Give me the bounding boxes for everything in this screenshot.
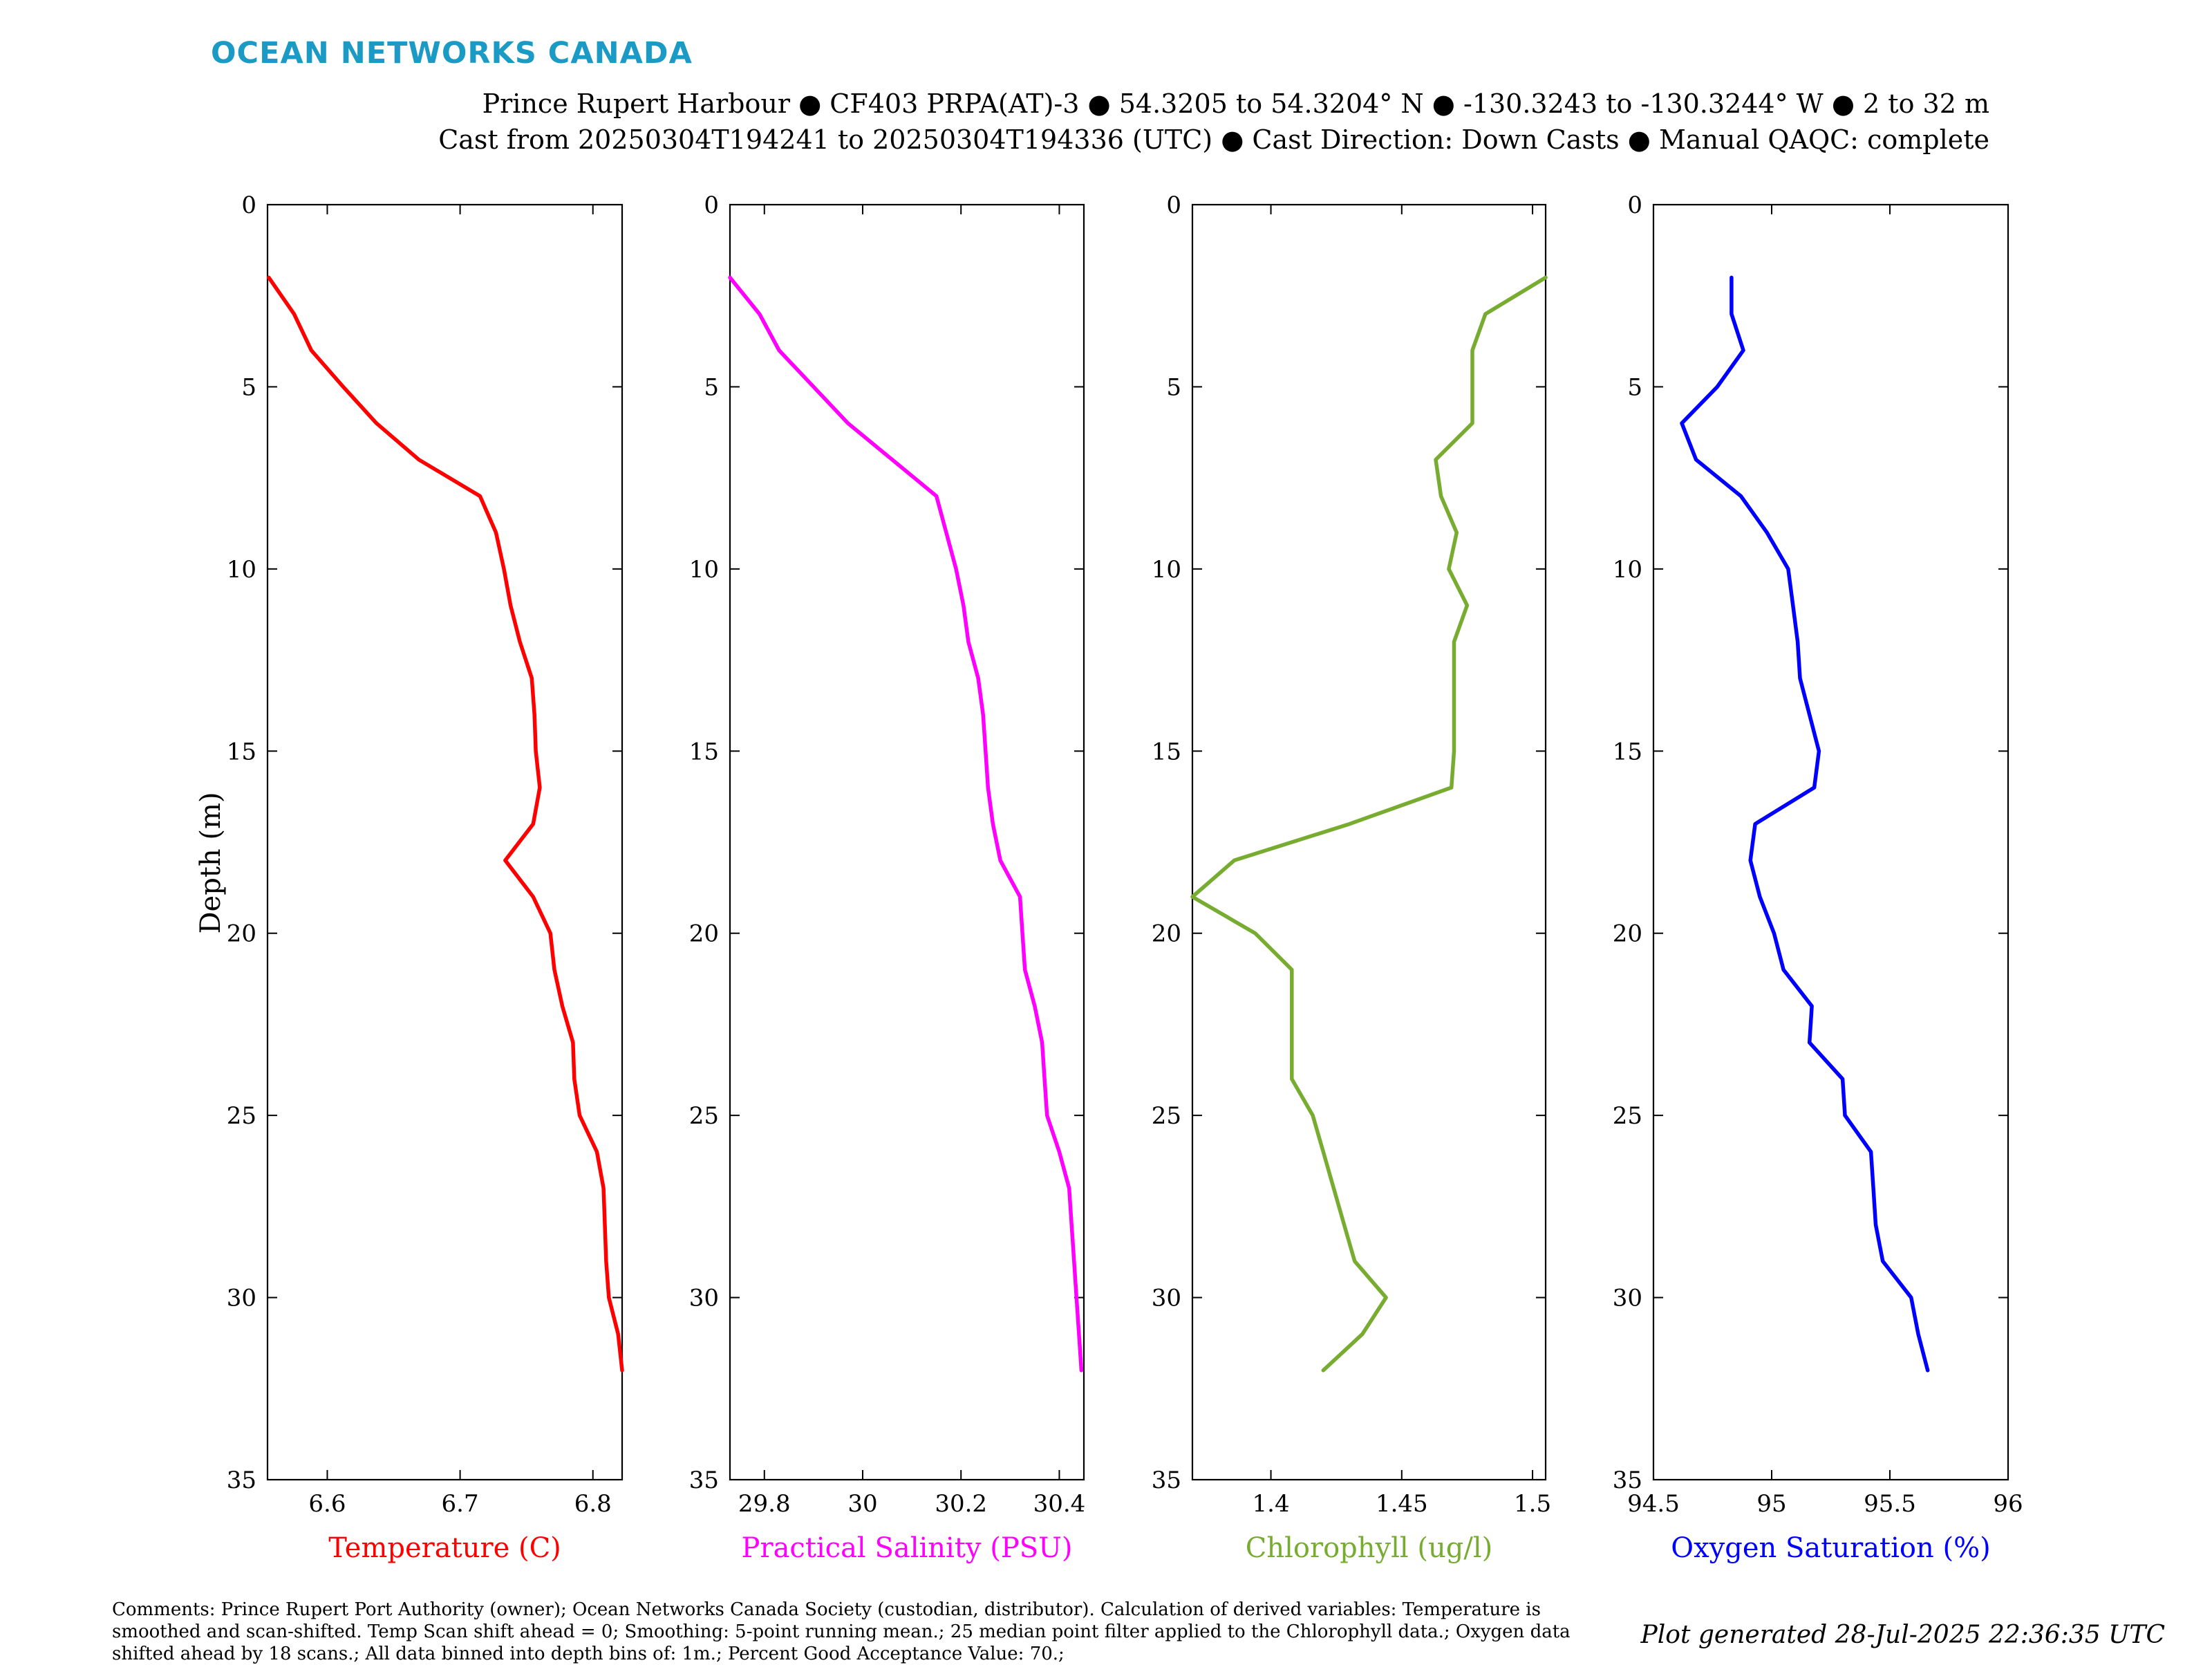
x-axis-label: Chlorophyll (ug/l) <box>1246 1532 1493 1564</box>
y-tick-label: 20 <box>227 920 256 948</box>
y-tick-label: 10 <box>1152 556 1181 584</box>
y-tick-label: 15 <box>1613 738 1642 765</box>
x-tick-label: 1.4 <box>1253 1490 1290 1518</box>
y-tick-label: 5 <box>1627 373 1642 401</box>
x-axis-label: Oxygen Saturation (%) <box>1671 1532 1990 1564</box>
profile-line <box>267 275 624 1373</box>
y-tick-label: 35 <box>1613 1467 1642 1494</box>
y-tick-label: 15 <box>227 738 256 765</box>
y-tick-label: 25 <box>1613 1102 1642 1130</box>
y-tick-label: 5 <box>1166 373 1181 401</box>
y-tick-label: 35 <box>689 1467 719 1494</box>
y-axis-label: Depth (m) <box>195 792 227 933</box>
y-tick-label: 30 <box>1613 1285 1642 1312</box>
x-tick-label: 6.7 <box>442 1490 479 1518</box>
x-tick-label: 29.8 <box>738 1490 791 1518</box>
y-tick-label: 0 <box>1166 192 1181 219</box>
axes-frame <box>1652 203 2009 1481</box>
x-tick-label: 6.6 <box>308 1490 346 1518</box>
y-tick-label: 0 <box>1627 192 1642 219</box>
profile-line <box>728 275 1084 1373</box>
y-tick-label: 20 <box>1152 920 1181 948</box>
x-tick-label: 96 <box>1993 1490 2023 1518</box>
axes-frame <box>1191 203 1547 1481</box>
y-tick-label: 35 <box>1152 1467 1181 1494</box>
y-tick-label: 5 <box>704 373 719 401</box>
comments-text: Comments: Prince Rupert Port Authority (… <box>112 1599 1571 1664</box>
axes-frame <box>266 203 624 1481</box>
x-tick-label: 1.5 <box>1514 1490 1551 1518</box>
y-tick-label: 25 <box>689 1102 719 1130</box>
y-tick-label: 15 <box>1152 738 1181 765</box>
y-tick-label: 15 <box>689 738 719 765</box>
y-tick-label: 30 <box>689 1285 719 1312</box>
plot-generated-timestamp: Plot generated 28-Jul-2025 22:36:35 UTC <box>1640 1621 2165 1649</box>
y-tick-label: 0 <box>704 192 719 219</box>
y-tick-label: 20 <box>689 920 719 948</box>
axes-frame <box>729 203 1085 1481</box>
x-tick-label: 95.5 <box>1864 1490 1916 1518</box>
y-tick-label: 10 <box>689 556 719 584</box>
x-tick-label: 1.45 <box>1376 1490 1428 1518</box>
x-tick-label: 94.5 <box>1627 1490 1680 1518</box>
profile-line <box>1190 275 1548 1373</box>
brand-logo-text: OCEAN NETWORKS CANADA <box>211 36 693 71</box>
y-tick-label: 35 <box>227 1467 256 1494</box>
y-tick-label: 25 <box>1152 1102 1181 1130</box>
x-tick-label: 95 <box>1756 1490 1786 1518</box>
x-tick-label: 6.8 <box>574 1490 612 1518</box>
y-tick-label: 30 <box>1152 1285 1181 1312</box>
profile-line <box>1680 275 1930 1373</box>
x-axis-label: Practical Salinity (PSU) <box>742 1532 1073 1564</box>
x-tick-label: 30.4 <box>1033 1490 1086 1518</box>
y-tick-label: 10 <box>1613 556 1642 584</box>
y-tick-label: 0 <box>241 192 256 219</box>
y-tick-label: 10 <box>227 556 256 584</box>
y-tick-label: 20 <box>1613 920 1642 948</box>
x-tick-label: 30 <box>847 1490 877 1518</box>
y-tick-label: 25 <box>227 1102 256 1130</box>
y-tick-label: 5 <box>241 373 256 401</box>
y-tick-label: 30 <box>227 1285 256 1312</box>
x-axis-label: Temperature (C) <box>328 1532 561 1564</box>
plot-title-line-2: Cast from 20250304T194241 to 20250304T19… <box>438 124 1989 155</box>
plot-title-line-1: Prince Rupert Harbour ● CF403 PRPA(AT)-3… <box>482 89 1989 119</box>
x-tick-label: 30.2 <box>935 1490 987 1518</box>
